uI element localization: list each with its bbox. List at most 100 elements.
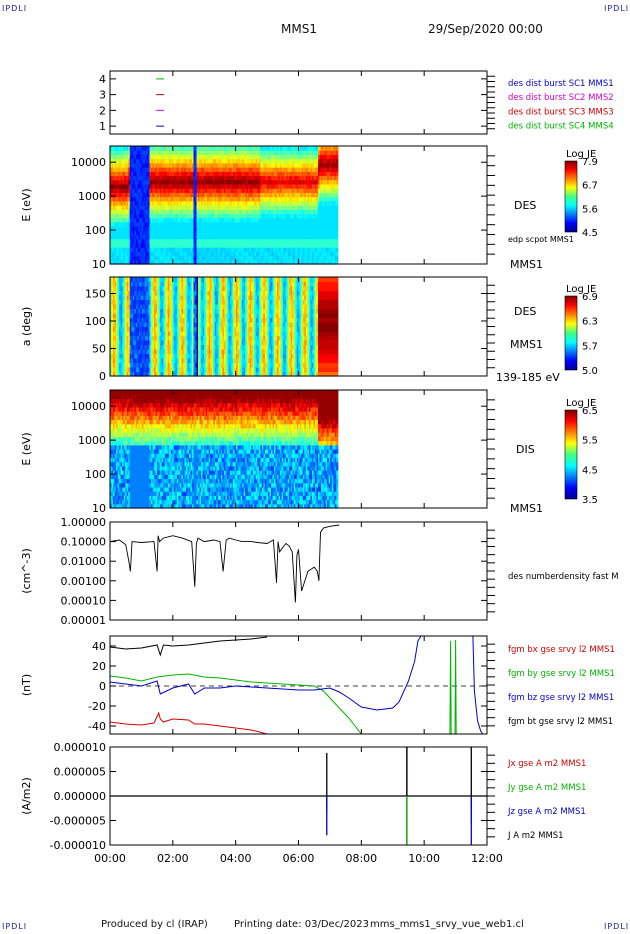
spectrogram-cell <box>137 179 140 185</box>
spectrogram-cell <box>272 247 275 252</box>
spectrogram-cell <box>157 209 160 215</box>
spectrogram-cell <box>129 150 132 156</box>
spectrogram-cell <box>236 251 239 257</box>
spectrogram-cell <box>110 167 113 172</box>
spectrogram-cell <box>210 183 213 189</box>
spectrogram-cell <box>192 259 195 265</box>
spectrogram-cell <box>184 247 187 252</box>
spectrogram-cell <box>140 205 143 210</box>
spectrogram-cell <box>184 238 187 244</box>
spectrogram-cell <box>336 242 339 248</box>
spectrogram-cell <box>261 209 264 215</box>
spectrogram-cell <box>249 209 252 215</box>
spectrogram-cell <box>141 205 145 210</box>
spectrogram-cell <box>277 188 280 193</box>
spectrogram-cell <box>272 158 275 164</box>
spectrogram-cell <box>213 209 216 215</box>
spectrogram-cell <box>286 188 289 193</box>
spectrogram-cell <box>199 226 202 231</box>
spectrogram-cell <box>214 213 217 219</box>
spectrogram-cell <box>219 183 222 189</box>
spectrogram-cell <box>157 158 160 164</box>
spectrogram-cell <box>287 188 290 193</box>
spectrogram-cell <box>293 158 296 164</box>
spectrogram-cell <box>292 150 295 156</box>
spectrogram-cell <box>125 221 128 227</box>
spectrogram-cell <box>281 217 284 223</box>
spectrogram-cell <box>304 259 307 265</box>
spectrogram-cell <box>225 242 228 248</box>
spectrogram-cell <box>149 247 152 252</box>
spectrogram-cell <box>284 209 287 215</box>
spectrogram-cell <box>181 247 184 252</box>
spectrogram-cell <box>199 175 202 181</box>
spectrogram-cell <box>290 179 293 185</box>
spectrogram-cell <box>122 158 125 164</box>
spectrogram-cell <box>261 188 264 193</box>
spectrogram-cell <box>228 183 231 189</box>
spectrogram-cell <box>117 255 120 261</box>
spectrogram-cell <box>289 251 292 257</box>
spectrogram-cell <box>267 213 271 219</box>
spectrogram-cell <box>295 175 298 181</box>
spectrogram-cell <box>243 196 246 202</box>
spectrogram-cell <box>185 188 189 193</box>
spectrogram-cell <box>220 150 223 156</box>
spectrogram-cell <box>290 188 293 193</box>
spectrogram-cell <box>280 242 283 248</box>
spectrogram-cell <box>255 154 258 160</box>
spectrogram-cell <box>305 171 308 177</box>
spectrogram-cell <box>296 162 299 168</box>
spectrogram-cell <box>258 150 261 156</box>
spectrogram-cell <box>246 234 249 240</box>
spectrogram-cell <box>249 259 252 265</box>
spectrogram-cell <box>213 171 216 177</box>
spectrogram-cell <box>292 242 295 248</box>
corner-label-bottom-left: IPDLI <box>2 922 28 931</box>
spectrogram-cell <box>336 247 339 252</box>
spectrogram-cell <box>113 234 116 240</box>
spectrogram-cell <box>113 238 116 244</box>
spectrogram-cell <box>223 226 227 231</box>
spectrogram-cell <box>137 209 140 215</box>
spectrogram-cell <box>233 162 236 168</box>
spectrogram-cell <box>296 154 299 160</box>
spectrogram-cell <box>296 167 299 172</box>
spectrogram-cell <box>216 183 219 189</box>
spectrogram-cell <box>336 162 339 168</box>
spectrogram-cell <box>217 146 220 151</box>
spectrogram-cell <box>185 167 189 172</box>
spectrogram-cell <box>242 196 245 202</box>
spectrogram-cell <box>260 230 263 236</box>
spectrogram-cell <box>117 217 120 223</box>
spectrogram-cell <box>192 255 195 261</box>
spectrogram-cell <box>190 167 193 172</box>
spectrogram-cell <box>166 188 169 193</box>
spectrogram-cell <box>125 209 128 215</box>
spectrogram-cell <box>211 259 214 265</box>
spectrogram-cell <box>217 217 220 223</box>
spectrogram-cell <box>110 200 113 206</box>
spectrogram-cell <box>110 205 113 210</box>
spectrogram-cell <box>307 234 310 240</box>
spectrogram-cell <box>284 205 287 210</box>
spectrogram-cell <box>222 247 225 252</box>
spectrogram-cell <box>305 167 308 172</box>
spectrogram-cell <box>228 179 231 185</box>
spectrogram-cell <box>301 259 304 265</box>
spectrogram-cell <box>266 230 269 236</box>
spectrogram-cell <box>167 158 170 164</box>
spectrogram-cell <box>298 205 301 210</box>
spectrogram-cell <box>190 226 193 231</box>
spectrogram-cell <box>193 205 196 210</box>
spectrogram-cell <box>246 247 249 252</box>
spectrogram-cell <box>252 150 255 156</box>
spectrogram-cell <box>149 205 152 210</box>
spectrogram-cell <box>295 221 298 227</box>
spectrogram-cell <box>111 167 114 172</box>
spectrogram-cell <box>144 179 148 185</box>
spectrogram-cell <box>208 230 211 236</box>
spectrogram-cell <box>207 162 210 168</box>
spectrogram-cell <box>113 167 116 172</box>
spectrogram-cell <box>116 234 119 240</box>
